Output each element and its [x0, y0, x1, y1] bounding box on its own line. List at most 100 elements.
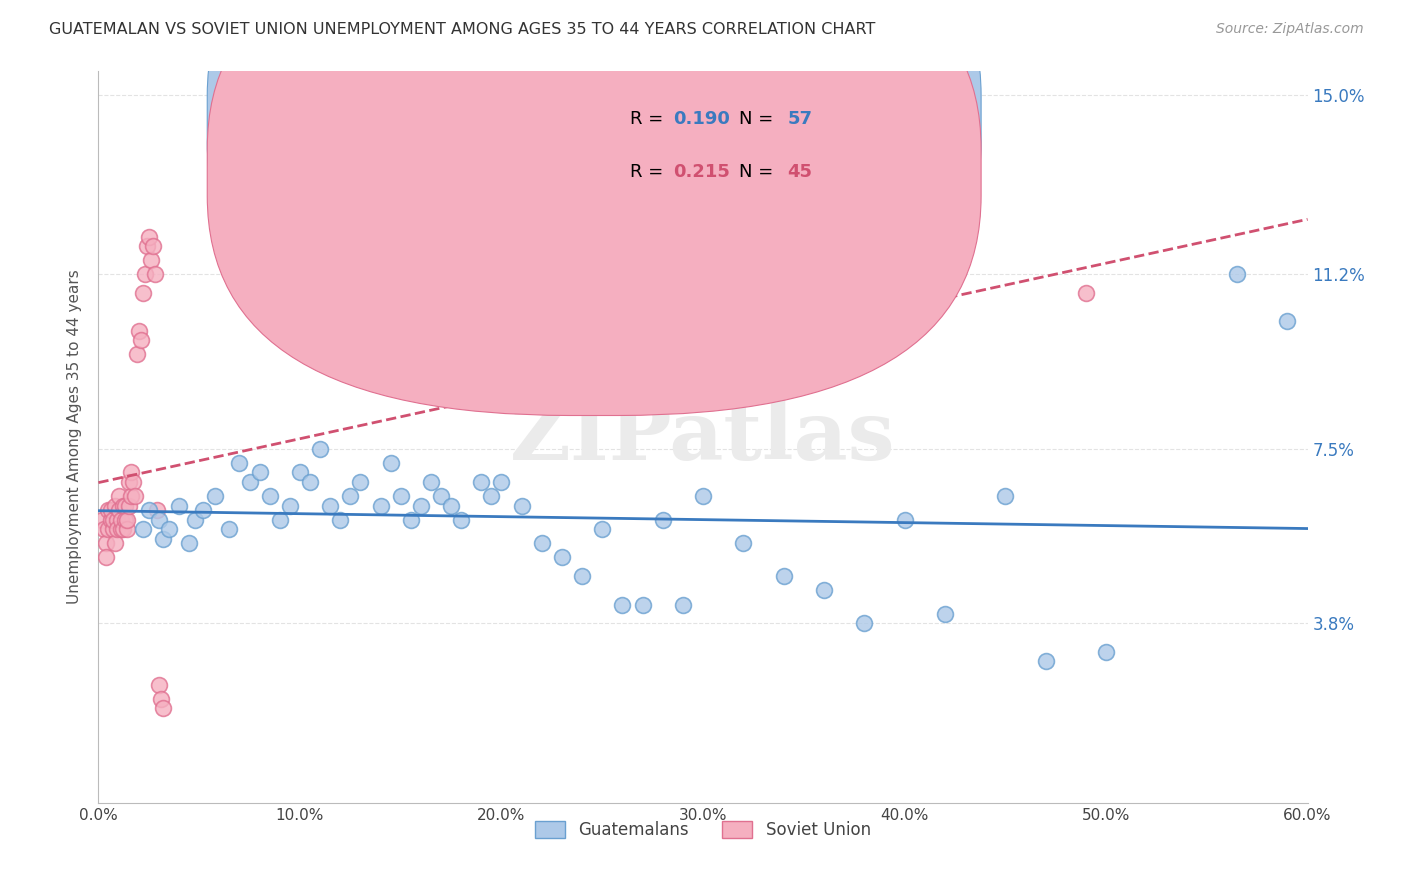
- Point: [148, 513, 170, 527]
- Point: [120, 489, 142, 503]
- Point: [329, 513, 352, 527]
- Point: [105, 513, 128, 527]
- Point: [120, 466, 142, 480]
- Point: [96, 550, 118, 565]
- Point: [249, 466, 271, 480]
- Point: [114, 513, 136, 527]
- Point: [142, 239, 165, 253]
- Point: [380, 456, 402, 470]
- Point: [114, 499, 136, 513]
- Point: [101, 513, 124, 527]
- Point: [110, 513, 132, 527]
- Point: [91, 513, 114, 527]
- Legend: Guatemalans, Soviet Union: Guatemalans, Soviet Union: [529, 814, 877, 846]
- Point: [125, 347, 148, 361]
- Point: [105, 522, 128, 536]
- Point: [349, 475, 371, 489]
- FancyBboxPatch shape: [207, 0, 981, 416]
- Text: 57: 57: [787, 110, 813, 128]
- Point: [115, 513, 138, 527]
- Point: [672, 598, 695, 612]
- Point: [409, 499, 432, 513]
- Point: [110, 522, 132, 536]
- Text: R =: R =: [630, 163, 669, 181]
- Point: [450, 513, 472, 527]
- Point: [339, 489, 361, 503]
- Point: [115, 522, 138, 536]
- Point: [470, 475, 492, 489]
- Point: [530, 536, 553, 550]
- Point: [218, 522, 240, 536]
- Point: [1226, 267, 1249, 281]
- Point: [370, 499, 392, 513]
- Point: [319, 499, 342, 513]
- Text: 0.190: 0.190: [672, 110, 730, 128]
- Text: R =: R =: [630, 110, 669, 128]
- Point: [591, 522, 613, 536]
- Text: N =: N =: [740, 163, 779, 181]
- Point: [100, 513, 122, 527]
- Point: [111, 499, 134, 513]
- Point: [139, 253, 162, 268]
- Point: [772, 569, 794, 583]
- Point: [299, 475, 322, 489]
- Point: [179, 536, 201, 550]
- Point: [111, 522, 134, 536]
- Point: [853, 616, 876, 631]
- Point: [97, 503, 120, 517]
- Point: [692, 489, 714, 503]
- Point: [420, 475, 443, 489]
- Point: [1074, 286, 1097, 301]
- Point: [149, 692, 172, 706]
- Point: [107, 489, 129, 503]
- Point: [97, 522, 120, 536]
- Point: [651, 513, 673, 527]
- Point: [278, 499, 301, 513]
- Point: [733, 536, 755, 550]
- Point: [138, 229, 160, 244]
- Point: [129, 334, 152, 348]
- Point: [934, 607, 956, 621]
- Point: [157, 522, 180, 536]
- Point: [193, 503, 215, 517]
- Point: [124, 489, 146, 503]
- Point: [1035, 654, 1057, 668]
- Point: [184, 513, 207, 527]
- Point: [389, 489, 412, 503]
- Point: [440, 499, 463, 513]
- Point: [143, 267, 166, 281]
- Point: [1095, 645, 1118, 659]
- Point: [1277, 314, 1299, 328]
- Text: Source: ZipAtlas.com: Source: ZipAtlas.com: [1216, 22, 1364, 37]
- Point: [152, 532, 174, 546]
- Point: [135, 239, 157, 253]
- Point: [100, 503, 122, 517]
- Point: [239, 475, 262, 489]
- Point: [893, 513, 915, 527]
- Point: [134, 267, 156, 281]
- Text: 0.215: 0.215: [672, 163, 730, 181]
- Point: [571, 569, 593, 583]
- Point: [510, 499, 533, 513]
- Point: [128, 324, 150, 338]
- Point: [399, 513, 422, 527]
- Point: [138, 503, 160, 517]
- Point: [288, 466, 311, 480]
- Point: [612, 598, 634, 612]
- Text: N =: N =: [740, 110, 779, 128]
- Point: [551, 550, 574, 565]
- Point: [118, 475, 141, 489]
- Point: [994, 489, 1017, 503]
- Point: [813, 583, 835, 598]
- FancyBboxPatch shape: [207, 0, 981, 362]
- Point: [107, 503, 129, 517]
- Point: [152, 701, 174, 715]
- Point: [132, 286, 155, 301]
- Point: [146, 503, 169, 517]
- Point: [430, 489, 453, 503]
- Point: [259, 489, 281, 503]
- Point: [167, 499, 190, 513]
- Y-axis label: Unemployment Among Ages 35 to 44 years: Unemployment Among Ages 35 to 44 years: [67, 269, 83, 605]
- Point: [101, 522, 124, 536]
- Point: [204, 489, 226, 503]
